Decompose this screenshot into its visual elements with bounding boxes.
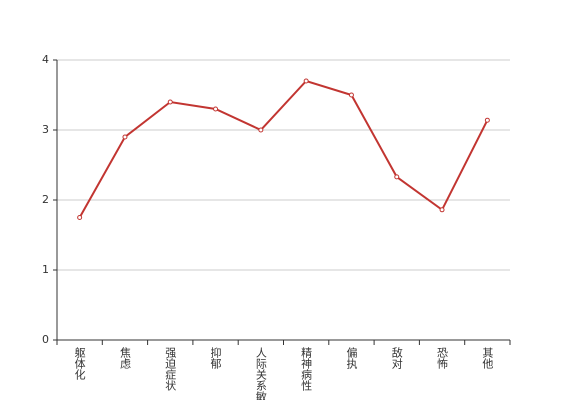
point <box>348 92 354 98</box>
x-tick-label: 人际关系敏感 <box>254 347 267 400</box>
point <box>213 106 219 112</box>
y-tick-label: 0 <box>42 333 49 346</box>
y-tick-label: 1 <box>42 263 49 276</box>
x-tick-label: 躯体化 <box>73 347 86 381</box>
point <box>122 134 128 140</box>
y-tick-label: 3 <box>42 123 49 136</box>
x-tick-label: 抑郁 <box>209 346 222 369</box>
x-tick-label: 精神病性 <box>300 347 313 392</box>
point <box>394 174 400 180</box>
x-tick-label: 焦虑 <box>118 347 131 369</box>
y-tick-label: 2 <box>42 193 49 206</box>
x-tick-label: 强迫症状 <box>164 347 177 391</box>
x-tick-label: 偏执 <box>345 346 358 370</box>
point <box>77 215 83 220</box>
y-tick-label: 4 <box>42 53 49 66</box>
point <box>303 78 309 84</box>
point <box>439 207 445 213</box>
series-line <box>78 79 489 218</box>
point <box>258 127 264 133</box>
x-tick-label: 敌对 <box>390 346 403 369</box>
x-tick-label: 恐怖 <box>436 347 449 369</box>
point <box>484 117 490 123</box>
x-tick-label: 其他 <box>481 347 494 369</box>
point <box>167 99 173 105</box>
